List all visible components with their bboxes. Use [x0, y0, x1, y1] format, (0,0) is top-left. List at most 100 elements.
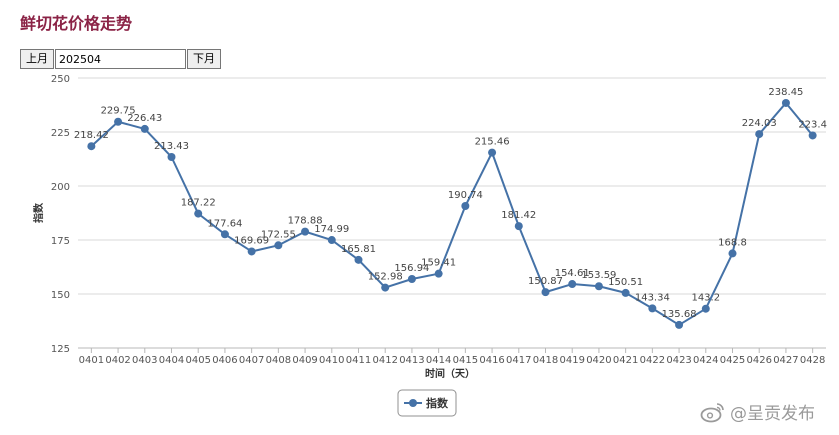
data-point — [675, 320, 684, 329]
data-point — [648, 304, 657, 313]
data-label: 213.43 — [154, 141, 189, 152]
data-point — [514, 222, 523, 231]
weibo-logo-icon — [700, 402, 724, 422]
data-label: 153.59 — [581, 270, 616, 281]
y-tick-label: 150 — [51, 290, 70, 301]
watermark-text: @呈贡发布 — [730, 404, 815, 424]
data-label: 190.74 — [448, 190, 483, 201]
month-controls: 上月 下月 — [20, 49, 221, 69]
data-label: 177.64 — [207, 218, 242, 229]
prev-month-button[interactable]: 上月 — [20, 49, 54, 69]
data-point — [701, 304, 710, 313]
data-point — [541, 288, 550, 297]
x-tick-label: 0425 — [720, 355, 745, 366]
data-point — [621, 288, 630, 297]
data-label: 154.61 — [555, 268, 590, 279]
x-tick-label: 0412 — [372, 355, 397, 366]
data-label: 226.43 — [127, 113, 162, 124]
y-tick-label: 200 — [51, 182, 70, 193]
y-tick-label: 125 — [51, 344, 70, 355]
y-tick-label: 250 — [51, 74, 70, 85]
x-tick-label: 0426 — [746, 355, 771, 366]
data-label: 152.98 — [368, 272, 403, 283]
x-tick-label: 0405 — [185, 355, 210, 366]
data-point — [87, 142, 96, 151]
data-label: 165.81 — [341, 244, 376, 255]
data-point — [381, 283, 390, 292]
legend-box — [397, 389, 457, 417]
data-point — [327, 236, 336, 245]
y-axis-title: 指数 — [32, 202, 45, 223]
data-point — [301, 227, 310, 236]
data-label: 168.8 — [718, 237, 747, 248]
data-label: 135.68 — [662, 309, 697, 320]
x-tick-label: 0402 — [105, 355, 130, 366]
data-point — [274, 241, 283, 250]
data-label: 215.46 — [475, 137, 510, 148]
y-tick-label: 175 — [51, 236, 70, 247]
x-tick-label: 0427 — [773, 355, 798, 366]
data-label: 229.75 — [101, 106, 136, 117]
x-tick-label: 0419 — [559, 355, 584, 366]
data-point — [194, 209, 203, 218]
x-tick-label: 0404 — [159, 355, 184, 366]
x-tick-label: 0422 — [640, 355, 665, 366]
x-tick-label: 0417 — [506, 355, 531, 366]
data-point — [407, 275, 416, 284]
data-point — [461, 202, 470, 211]
data-label: 238.45 — [768, 87, 803, 98]
data-label: 172.55 — [261, 229, 296, 240]
data-label: 223.4 — [798, 119, 827, 130]
x-axis-title: 时间（天） — [425, 367, 475, 380]
data-label: 143.2 — [691, 293, 720, 304]
x-tick-label: 0407 — [239, 355, 264, 366]
legend-label: 指数 — [426, 396, 449, 410]
data-point — [114, 117, 123, 126]
data-point — [488, 148, 497, 157]
x-tick-label: 0420 — [586, 355, 611, 366]
data-point — [140, 124, 149, 133]
month-input[interactable] — [55, 49, 186, 69]
series-line — [90, 101, 814, 326]
x-tick-label: 0428 — [800, 355, 825, 366]
x-tick-label: 0424 — [693, 355, 718, 366]
x-tick-label: 0410 — [319, 355, 344, 366]
data-label: 178.88 — [288, 216, 323, 227]
x-tick-label: 0409 — [292, 355, 317, 366]
x-tick-label: 0403 — [132, 355, 157, 366]
watermark: @呈贡发布 — [700, 399, 815, 424]
x-tick-label: 0423 — [666, 355, 691, 366]
data-label: 169.69 — [234, 235, 269, 246]
x-tick-label: 0414 — [426, 355, 451, 366]
y-tick-label: 225 — [51, 128, 70, 139]
data-point — [728, 249, 737, 258]
data-point — [220, 230, 229, 239]
data-label: 224.03 — [742, 118, 777, 129]
x-tick-label: 0418 — [533, 355, 558, 366]
data-label: 143.34 — [635, 292, 670, 303]
legend-marker — [409, 399, 417, 407]
x-tick-label: 0415 — [453, 355, 478, 366]
data-point — [781, 98, 790, 107]
x-tick-label: 0413 — [399, 355, 424, 366]
x-tick-label: 0408 — [266, 355, 291, 366]
x-tick-label: 0411 — [346, 355, 371, 366]
data-point — [808, 131, 817, 140]
data-label: 150.51 — [608, 277, 643, 288]
data-point — [568, 280, 577, 289]
x-tick-label: 0406 — [212, 355, 237, 366]
data-label: 159.41 — [421, 258, 456, 269]
data-label: 181.42 — [501, 210, 536, 221]
page-title: 鲜切花价格走势 — [20, 14, 133, 33]
data-label: 156.94 — [394, 263, 429, 274]
next-month-button[interactable]: 下月 — [187, 49, 221, 69]
data-point — [247, 247, 256, 256]
data-label: 187.22 — [181, 198, 216, 209]
x-tick-label: 0421 — [613, 355, 638, 366]
data-point — [434, 269, 443, 278]
data-point — [594, 282, 603, 291]
data-label: 218.42 — [74, 130, 109, 141]
data-label: 150.87 — [528, 276, 563, 287]
data-point — [167, 152, 176, 161]
